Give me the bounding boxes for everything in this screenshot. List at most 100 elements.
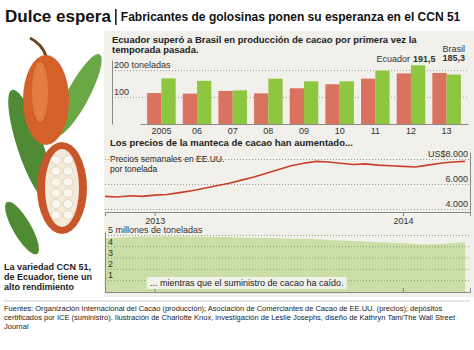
bean (63, 178, 73, 187)
caption-line: de Ecuador, tiene un (4, 272, 92, 282)
tick-label: 2 (108, 259, 113, 269)
caption: La variedad CCN 51,de Ecuador, tiene una… (4, 262, 92, 292)
tick: 13 (442, 126, 452, 136)
bean (51, 211, 61, 220)
tick-label: 6.000 (445, 174, 468, 184)
tick: 6.000 (445, 174, 470, 185)
title: Dulce espera (5, 7, 111, 26)
tick-label: 06 (192, 126, 202, 136)
tick: 11 (371, 126, 380, 136)
axis: 2005 06 07 08 09 10 11 12 13 (141, 125, 469, 137)
pod (23, 55, 69, 145)
tick-label: 200 toneladas (114, 60, 171, 70)
bar (432, 73, 446, 124)
areas (105, 236, 465, 292)
bar (340, 81, 354, 124)
chart-title-line: temporada pasada. (112, 44, 199, 55)
bar (147, 93, 161, 124)
tick-label: 2005 (151, 126, 171, 136)
chart-title: Ecuador superó a Brasil en producción de… (112, 34, 417, 55)
tick: 12 (406, 126, 416, 136)
tick-label: 12 (406, 126, 416, 136)
infographic: Dulce espera Fabricantes de golosinas pon… (0, 0, 474, 350)
bean (63, 156, 73, 165)
bar (325, 84, 339, 124)
tick-mark (403, 288, 404, 292)
tick: 1 (105, 270, 113, 281)
data-label: 185,3 (442, 53, 465, 63)
grid-line (105, 184, 470, 185)
tick-label: US$8.000 (428, 149, 468, 159)
tick-label: 4 (108, 237, 113, 247)
tick: 09 (299, 126, 309, 136)
bar (268, 79, 282, 124)
tick: 10 (335, 126, 345, 136)
bean (63, 200, 73, 209)
bean (63, 211, 73, 220)
axis-line (105, 233, 106, 293)
tick-label: 1 (108, 270, 113, 280)
chart-title: Los precios de la manteca de cacao han a… (110, 137, 353, 148)
bar (361, 79, 375, 124)
source-line: certificados por ICE (suministro). Ilust… (4, 313, 456, 322)
stem (30, 38, 46, 56)
tick: 5 millones de toneladas (105, 225, 203, 236)
chart-title: ... mientras que el suministro de cacao … (150, 278, 344, 288)
source: Fuentes: Organización Internacional del … (4, 304, 456, 331)
caption-line: alto rendimiento (4, 282, 75, 292)
tick: 2005 (151, 126, 171, 136)
price-line (105, 161, 465, 197)
bar (411, 65, 425, 124)
separator (115, 9, 117, 25)
tick-label: 07 (228, 126, 238, 136)
bean (51, 200, 61, 209)
tick: 2 (105, 259, 113, 270)
subtitle: Fabricantes de golosinas ponen su espera… (121, 10, 461, 24)
bar (397, 73, 411, 124)
tick: 200 toneladas (112, 60, 171, 71)
illustration (0, 38, 109, 258)
bar (183, 94, 197, 124)
pod-highlight (32, 62, 48, 122)
grid-line (105, 269, 470, 270)
bar (233, 90, 247, 124)
chart-subtitle-line: por tonelada (110, 164, 158, 174)
header: Dulce espera Fabricantes de golosinas pon… (5, 7, 461, 26)
axis: 100200 toneladas (112, 60, 171, 124)
line-chart: Los precios de la manteca de cacao han a… (105, 137, 471, 226)
leaf (0, 198, 45, 259)
tick: 2014 (393, 212, 413, 226)
tick-label: 11 (371, 126, 380, 136)
source-line: Fuentes: Organización Internacional del … (4, 304, 442, 313)
bean (51, 189, 61, 198)
bar (447, 75, 461, 124)
annotation: Ecuador191,5 (376, 54, 435, 64)
axis-line (141, 124, 469, 125)
chart-subtitle: Precios semanales en EE.UU.por tonelada (110, 154, 224, 174)
axis: 4.000 6.000 US$8.000 (428, 149, 471, 212)
panel (104, 31, 474, 297)
data-label: 191,5 (413, 54, 436, 64)
tick-label: 09 (299, 126, 309, 136)
source-line: Journal (4, 322, 29, 331)
tick-label: 3 (108, 248, 113, 258)
tick: 4 (105, 237, 113, 248)
tick: US$8.000 (428, 149, 470, 160)
bean (51, 167, 61, 176)
pod-inside (45, 149, 79, 227)
axis-line (470, 153, 471, 213)
bar-chart: Ecuador superó a Brasil en producción de… (112, 34, 469, 136)
lines (105, 161, 465, 197)
tick: 06 (192, 126, 202, 136)
bar (375, 71, 389, 124)
bar (304, 81, 318, 124)
tick: 3 (105, 248, 113, 259)
bar (161, 78, 175, 124)
supply-area (105, 236, 465, 292)
title-background (147, 277, 347, 289)
bars (147, 65, 461, 124)
bean (63, 167, 73, 176)
tick-label: 08 (263, 126, 273, 136)
grid-line (105, 258, 470, 259)
tick-label: 4.000 (445, 199, 468, 209)
